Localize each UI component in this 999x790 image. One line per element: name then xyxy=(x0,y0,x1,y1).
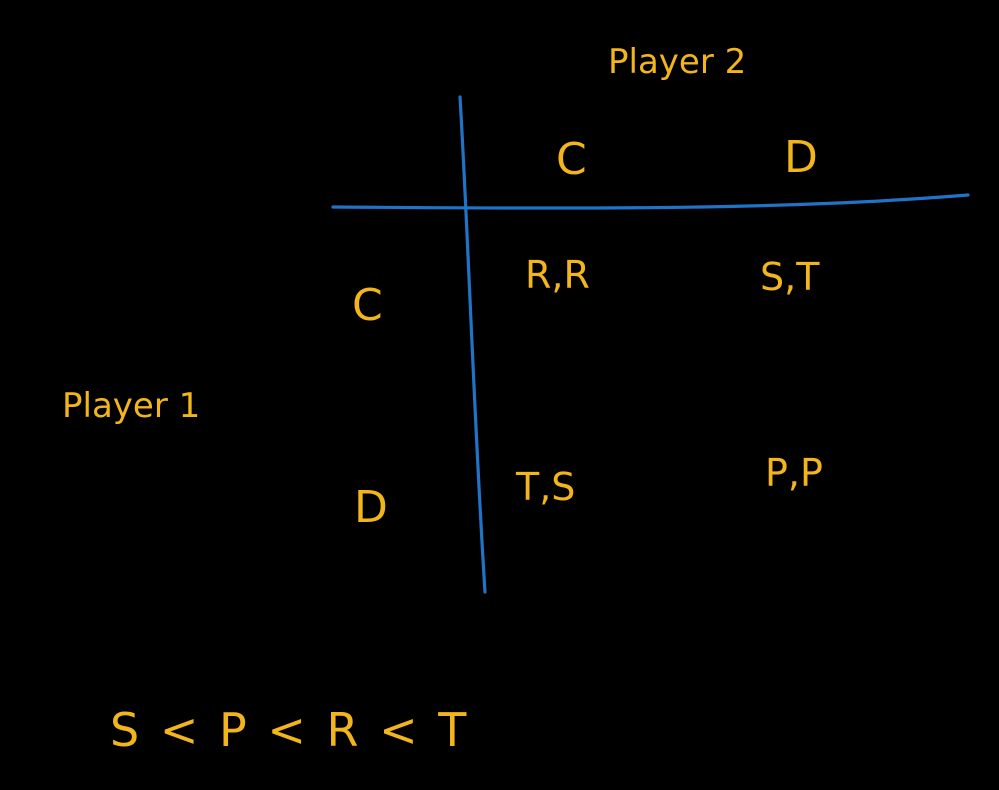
payoff-cell-cd: S,T xyxy=(760,255,820,299)
payoff-cell-cc: R,R xyxy=(525,253,590,297)
column-header-cooperate: C xyxy=(556,134,587,185)
horizontal-divider-line xyxy=(331,193,970,210)
player1-label: Player 1 xyxy=(62,386,200,426)
row-header-defect: D xyxy=(354,482,388,533)
column-header-defect: D xyxy=(784,132,818,183)
payoff-ordering: S < P < R < T xyxy=(110,703,469,757)
vertical-divider-line xyxy=(458,95,487,594)
payoff-cell-dd: P,P xyxy=(765,451,823,495)
payoff-cell-dc: T,S xyxy=(515,465,575,509)
row-header-cooperate: C xyxy=(352,280,383,331)
player2-label: Player 2 xyxy=(608,42,746,82)
